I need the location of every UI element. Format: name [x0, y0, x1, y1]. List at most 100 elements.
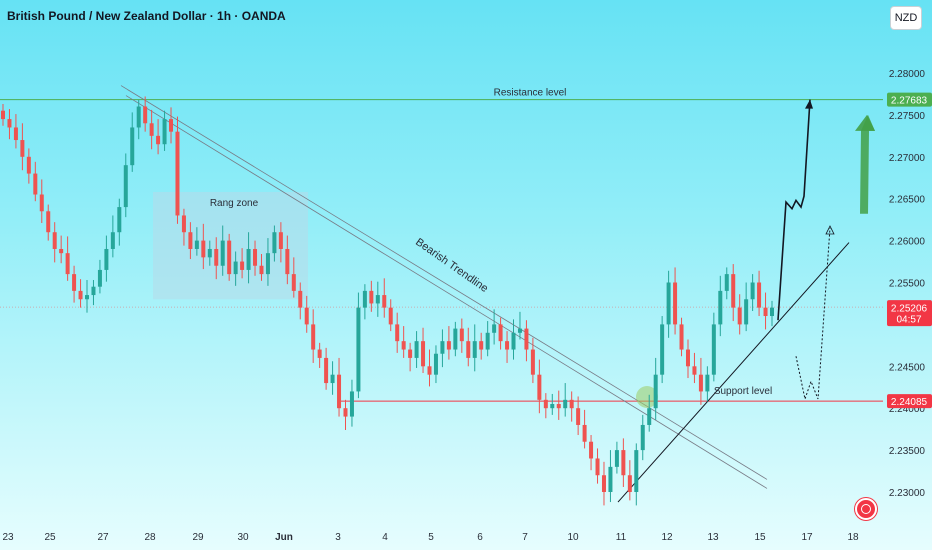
currency-button[interactable]: NZD: [890, 6, 922, 30]
bullish-arrowhead: [855, 114, 875, 131]
candle-body: [369, 290, 374, 304]
candle-body: [556, 404, 561, 409]
candle-body: [550, 404, 555, 409]
candle-body: [569, 399, 574, 409]
candle-body: [537, 374, 542, 400]
candle-body: [194, 240, 199, 249]
x-tick-label: Jun: [275, 532, 293, 543]
candle-body: [214, 248, 219, 266]
y-tick-label: 2.28000: [889, 69, 926, 80]
candle-body: [698, 374, 703, 392]
candle-body: [349, 391, 354, 417]
tradingview-logo-icon: [855, 498, 877, 520]
candlesticks: [1, 96, 774, 506]
candle-body: [304, 307, 309, 325]
candle-body: [440, 341, 445, 354]
candle-body: [201, 240, 206, 258]
candle-body: [52, 232, 57, 249]
projected-path: [777, 99, 811, 321]
candle-body: [744, 299, 749, 325]
candle-body: [718, 290, 723, 325]
candle-body: [278, 232, 283, 249]
candle-body: [117, 207, 122, 233]
candle-body: [724, 274, 729, 291]
x-tick-label: 5: [428, 532, 434, 543]
candle-body: [162, 119, 167, 145]
candle-body: [375, 295, 380, 304]
candle-body: [433, 353, 438, 375]
candle-body: [505, 341, 510, 350]
candle-body: [466, 341, 471, 358]
candle-body: [685, 349, 690, 367]
candle-body: [750, 282, 755, 300]
candle-body: [492, 324, 497, 333]
trendlines: [120, 85, 850, 503]
candle-body: [737, 307, 742, 325]
candle-body: [621, 450, 626, 476]
candle-body: [246, 248, 251, 270]
y-tick-label: 2.24500: [889, 362, 926, 373]
candle-body: [169, 119, 174, 132]
candle-body: [770, 307, 774, 317]
candle-body: [414, 341, 419, 358]
time-axis: 23 25 27 28 29 30 Jun 3 4 5 6 7 10 11 12 13 15 17 18: [2, 532, 859, 543]
candle-body: [511, 332, 516, 350]
candle-body: [479, 341, 484, 350]
candle-body: [517, 328, 522, 333]
candle-body: [272, 232, 277, 254]
candle-body: [582, 424, 587, 442]
alternative-arrowhead: [825, 225, 835, 235]
candle-body: [337, 374, 342, 409]
candle-body: [711, 324, 716, 375]
x-tick-label: 27: [97, 532, 109, 543]
candle-body: [65, 253, 70, 275]
candle-body: [317, 349, 322, 358]
candle-body: [388, 307, 393, 325]
support-price-badge: [887, 394, 932, 409]
x-tick-label: 23: [2, 532, 14, 543]
candle-body: [259, 265, 264, 275]
candle-body: [143, 106, 148, 124]
x-tick-label: 28: [144, 532, 156, 543]
current-price-badge: [887, 300, 932, 327]
candle-body: [647, 408, 652, 425]
support-label: Support level: [714, 386, 772, 397]
x-tick-label: 25: [44, 532, 56, 543]
candle-body: [614, 450, 619, 467]
candle-body: [26, 156, 31, 174]
candle-body: [33, 173, 38, 195]
candle-body: [601, 475, 606, 492]
candle-body: [188, 232, 193, 249]
candle-body: [757, 282, 762, 308]
candle-body: [233, 261, 238, 275]
candle-body: [731, 274, 736, 308]
y-tick-label: 2.27500: [889, 111, 926, 122]
x-tick-label: 17: [801, 532, 813, 543]
projected-arrowhead: [805, 99, 813, 109]
projection-paths: [777, 99, 875, 401]
bearish-trendline-upper: [120, 85, 768, 480]
y-tick-label: 2.24000: [889, 404, 926, 415]
x-tick-label: 29: [192, 532, 204, 543]
y-tick-label: 2.23500: [889, 446, 926, 457]
resistance-price-badge-text: 2.27683: [891, 96, 928, 107]
candle-body: [265, 253, 270, 275]
candle-body: [589, 441, 594, 459]
candle-body: [39, 194, 44, 212]
candle-body: [343, 408, 348, 417]
x-tick-label: 13: [707, 532, 719, 543]
candle-body: [85, 295, 90, 300]
price-axis: 2.28000 2.27500 2.27000 2.26500 2.26000 2.255…: [887, 69, 932, 499]
y-tick-label: 2.23000: [889, 488, 926, 499]
candle-body: [220, 240, 225, 266]
candle-body: [627, 475, 632, 492]
candle-body: [705, 374, 710, 392]
candle-body: [156, 135, 161, 145]
candle-body: [395, 324, 400, 342]
candle-body: [640, 424, 645, 451]
candle-body: [576, 408, 581, 425]
x-tick-label: 6: [477, 532, 483, 543]
candle-body: [123, 165, 128, 208]
